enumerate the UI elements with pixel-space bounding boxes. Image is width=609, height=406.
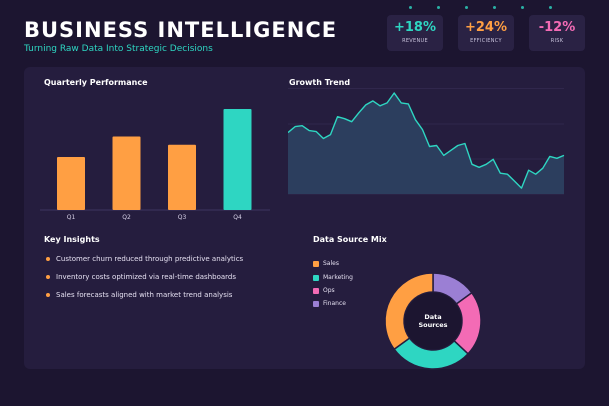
donut-hole — [404, 292, 462, 350]
insight-item: Inventory costs optimized via real-time … — [46, 273, 236, 281]
legend-swatch — [313, 261, 319, 267]
trend-line — [288, 92, 565, 189]
bullet-icon — [46, 275, 50, 279]
legend-swatch — [313, 288, 319, 294]
insight-text: Customer churn reduced through predictiv… — [56, 255, 244, 263]
bar-q2 — [112, 136, 141, 210]
legend-item-sales: Sales — [313, 260, 339, 267]
decor-dot — [549, 6, 552, 9]
decor-dot — [493, 6, 496, 9]
kpi-efficiency: +24% EFFICIENCY — [458, 15, 514, 51]
donut-chart-title: Data Source Mix — [313, 235, 387, 244]
bullet-icon — [46, 293, 50, 297]
bar-q1 — [57, 156, 85, 210]
legend-swatch — [313, 301, 319, 307]
kpi-revenue: +18% REVENUE — [387, 15, 443, 51]
bar-chart: Q1 Q2 Q3 Q4 — [40, 109, 270, 221]
legend-swatch — [313, 275, 319, 281]
insight-item: Customer churn reduced through predictiv… — [46, 255, 243, 263]
donut-center-label: Data — [424, 313, 441, 321]
bar-q3 — [168, 144, 196, 210]
kpi-label: EFFICIENCY — [470, 38, 502, 44]
kpi-value: -12% — [538, 20, 576, 35]
x-tick-label: Q2 — [122, 214, 131, 221]
legend-label: Ops — [323, 287, 335, 294]
bullet-icon — [46, 257, 50, 261]
legend-label: Sales — [323, 260, 339, 267]
legend-label: Marketing — [323, 274, 353, 281]
decor-dot — [465, 6, 468, 9]
insights-title: Key Insights — [44, 235, 100, 244]
insight-text: Inventory costs optimized via real-time … — [56, 273, 236, 281]
kpi-value: +24% — [464, 20, 507, 35]
x-tick-label: Q3 — [178, 214, 187, 221]
x-tick-label: Q1 — [67, 214, 76, 221]
decor-dot — [409, 6, 412, 9]
page-subtitle: Turning Raw Data Into Strategic Decision… — [24, 44, 213, 54]
bar-q4 — [223, 109, 252, 210]
decor-dot — [437, 6, 440, 9]
kpi-label: RISK — [550, 38, 564, 44]
bar-chart-title: Quarterly Performance — [44, 78, 148, 87]
kpi-risk: -12% RISK — [529, 15, 585, 51]
legend-item-finance: Finance — [313, 300, 346, 307]
insight-text: Sales forecasts aligned with market tren… — [56, 291, 233, 299]
area-fill — [288, 93, 564, 194]
slice-sales — [384, 272, 434, 351]
insight-item: Sales forecasts aligned with market tren… — [46, 291, 232, 299]
legend-item-marketing: Marketing — [313, 274, 353, 281]
area-chart — [288, 88, 565, 195]
legend-item-ops: Ops — [313, 287, 335, 294]
x-tick-label: Q4 — [233, 214, 242, 221]
donut-center-label: Sources — [418, 321, 447, 329]
decor-dot — [521, 6, 524, 9]
page-title: BUSINESS INTELLIGENCE — [24, 18, 338, 42]
kpi-label: REVENUE — [402, 38, 428, 44]
legend-label: Finance — [323, 300, 346, 307]
kpi-value: +18% — [393, 20, 436, 35]
main-panel — [24, 67, 585, 369]
area-chart-title: Growth Trend — [289, 78, 351, 87]
